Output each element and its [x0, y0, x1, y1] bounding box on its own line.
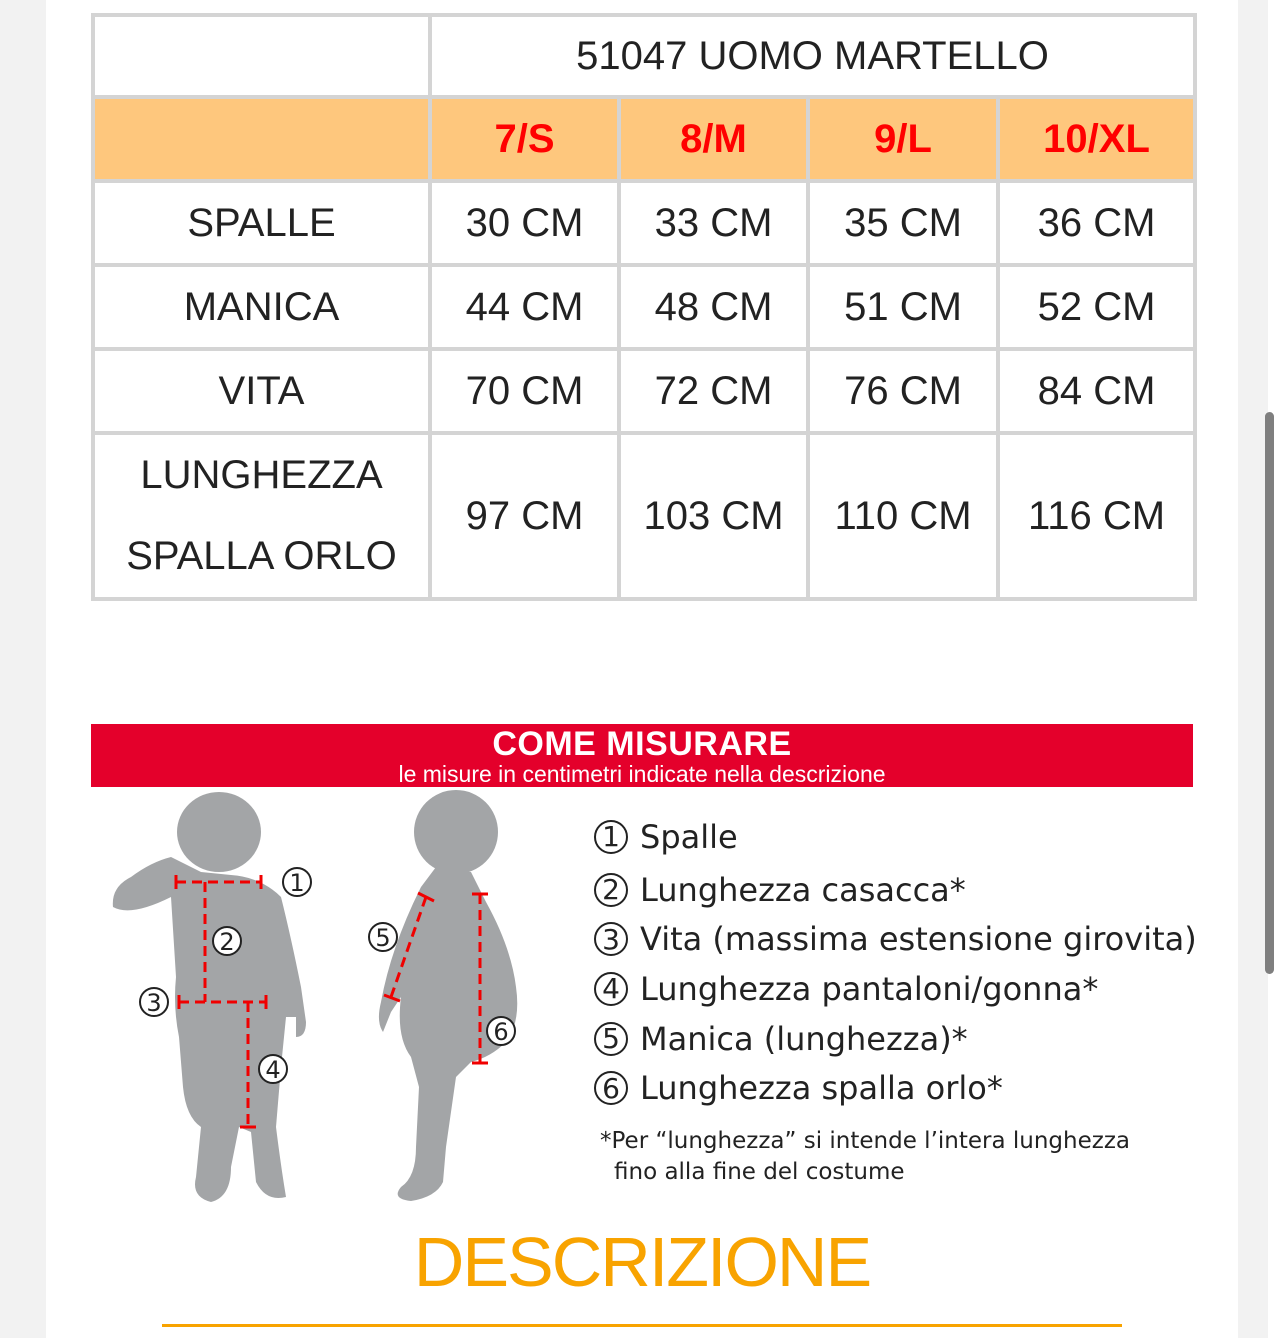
girl-silhouette: [378, 790, 518, 1201]
legend-label: Lunghezza spalla orlo*: [640, 1069, 1003, 1108]
number-badge: 1: [594, 819, 628, 854]
number-badge: 2: [594, 872, 628, 907]
cell: 72 CM: [617, 347, 810, 435]
measure-number-markers: 1 2 3 4 5 6: [139, 867, 516, 1084]
legend-item: 6 Lunghezza spalla orlo*: [594, 1063, 1197, 1113]
cell: 33 CM: [617, 179, 810, 267]
cell: 36 CM: [995, 179, 1198, 267]
scrollbar[interactable]: [1265, 412, 1274, 974]
left-gutter: [0, 0, 46, 1338]
svg-text:5: 5: [375, 924, 390, 952]
svg-text:6: 6: [493, 1018, 508, 1046]
svg-text:2: 2: [219, 928, 234, 956]
row-label-line1: LUNGHEZZA: [140, 453, 383, 497]
size-header: 10/XL: [995, 95, 1198, 183]
measure-lines: [174, 875, 488, 1129]
svg-text:3: 3: [146, 989, 161, 1017]
legend-item: 4 Lunghezza pantaloni/gonna*: [594, 964, 1197, 1014]
cell: 103 CM: [617, 431, 810, 601]
header-empty: [91, 95, 432, 183]
legend-item: 3 Vita (massima estensione girovita): [594, 915, 1197, 965]
cell: 116 CM: [995, 431, 1198, 601]
cell: 48 CM: [617, 263, 810, 351]
child-silhouettes-illustration: 1 2 3 4 5 6: [112, 790, 518, 1202]
how-to-measure-banner: COME MISURARE le misure in centimetri in…: [91, 724, 1193, 787]
row-label: VITA: [91, 347, 432, 435]
table-title: 51047 UOMO MARTELLO: [427, 13, 1198, 99]
right-gutter: [1238, 0, 1268, 1338]
cell: 97 CM: [428, 431, 621, 601]
table-row: VITA 70 CM 72 CM 76 CM 84 CM: [91, 347, 1198, 435]
cell: 70 CM: [428, 347, 621, 435]
legend-label: Lunghezza casacca*: [640, 870, 966, 909]
svg-text:4: 4: [265, 1056, 280, 1084]
size-table: 51047 UOMO MARTELLO 7/S 8/M 9/L 10/XL SP…: [91, 13, 1198, 601]
length-note: *Per “lunghezza” si intende l’intera lun…: [600, 1126, 1130, 1188]
size-header: 8/M: [617, 95, 810, 183]
cell: 44 CM: [428, 263, 621, 351]
table-row: SPALLE 30 CM 33 CM 35 CM 36 CM: [91, 179, 1198, 267]
heading-underline: [162, 1324, 1122, 1327]
empty-corner: [91, 13, 432, 99]
legend-item: 2 Lunghezza casacca*: [594, 865, 1197, 915]
cell: 35 CM: [806, 179, 1000, 267]
size-header: 7/S: [428, 95, 621, 183]
row-label-line2: SPALLA ORLO: [126, 534, 397, 578]
description-heading: DESCRIZIONE: [413, 1223, 872, 1301]
banner-subtitle: le misure in centimetri indicate nella d…: [398, 761, 886, 787]
number-badge: 6: [594, 1071, 628, 1106]
number-badge: 5: [594, 1021, 628, 1056]
legend-label: Spalle: [640, 817, 738, 856]
number-badge: 4: [594, 971, 628, 1006]
legend-label: Lunghezza pantaloni/gonna*: [640, 969, 1099, 1008]
cell: 52 CM: [995, 263, 1198, 351]
size-header-row: 7/S 8/M 9/L 10/XL: [91, 95, 1198, 183]
note-line-2: fino alla fine del costume: [614, 1159, 905, 1185]
legend-item: 5 Manica (lunghezza)*: [594, 1014, 1197, 1064]
cell: 30 CM: [428, 179, 621, 267]
legend-label: Manica (lunghezza)*: [640, 1019, 968, 1058]
row-label: SPALLE: [91, 179, 432, 267]
banner-title: COME MISURARE: [492, 725, 792, 763]
table-row: LUNGHEZZA SPALLA ORLO 97 CM 103 CM 110 CM…: [91, 431, 1198, 601]
size-header: 9/L: [806, 95, 1000, 183]
cell: 51 CM: [806, 263, 1000, 351]
note-line-1: *Per “lunghezza” si intende l’intera lun…: [600, 1128, 1130, 1154]
row-label: MANICA: [91, 263, 432, 351]
cell: 84 CM: [995, 347, 1198, 435]
cell: 110 CM: [806, 431, 1000, 601]
row-label: LUNGHEZZA SPALLA ORLO: [91, 431, 432, 601]
cell: 76 CM: [806, 347, 1000, 435]
table-row: MANICA 44 CM 48 CM 51 CM 52 CM: [91, 263, 1198, 351]
boy-silhouette: [112, 792, 307, 1202]
legend-item: 1 Spalle: [594, 808, 1197, 865]
number-badge: 3: [594, 922, 628, 957]
measure-legend: 1 Spalle 2 Lunghezza casacca* 3 Vita (massi…: [594, 808, 1197, 1113]
svg-text:1: 1: [289, 869, 304, 897]
legend-label: Vita (massima estensione girovita): [640, 920, 1197, 959]
